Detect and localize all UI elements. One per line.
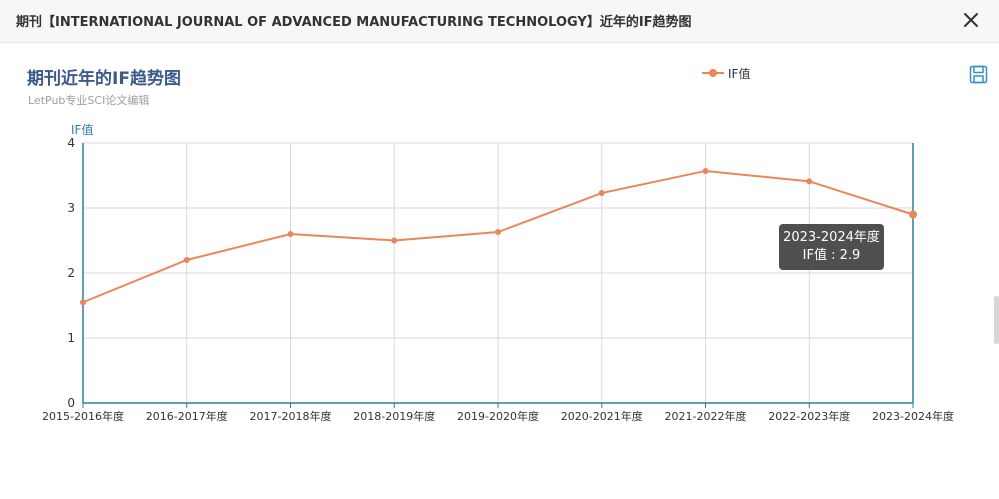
- grid-lines: [82, 142, 914, 404]
- data-point[interactable]: [495, 229, 501, 236]
- data-point[interactable]: [287, 231, 294, 237]
- x-tick-label: 2016-2017年度: [146, 409, 228, 423]
- legend-swatch-icon: [702, 69, 724, 77]
- save-as-image-icon[interactable]: [969, 65, 988, 84]
- y-tick-label: 3: [67, 201, 75, 215]
- dialog-titlebar: 期刊【INTERNATIONAL JOURNAL OF ADVANCED MAN…: [0, 0, 999, 43]
- x-tick-label: 2018-2019年度: [353, 409, 435, 423]
- x-tick-label: 2023-2024年度: [872, 409, 954, 423]
- y-tick-label: 0: [67, 396, 75, 410]
- series-line: [80, 167, 917, 306]
- data-point[interactable]: [806, 178, 813, 185]
- data-point[interactable]: [80, 299, 86, 306]
- y-tick-label: 4: [67, 136, 75, 150]
- data-point[interactable]: [391, 237, 398, 244]
- tooltip-category: 2023-2024年度: [783, 230, 880, 245]
- x-tick-label: 2017-2018年度: [250, 409, 332, 423]
- resize-handle[interactable]: [994, 296, 999, 344]
- x-tick-label: 2020-2021年度: [561, 409, 643, 423]
- dialog-title: 期刊【INTERNATIONAL JOURNAL OF ADVANCED MAN…: [16, 15, 692, 30]
- tooltip-value: IF值 : 2.9: [802, 248, 861, 263]
- y-tick-labels: 0 1 2 3 4: [67, 136, 75, 410]
- axes: [82, 143, 914, 408]
- chart-title: 期刊近年的IF趋势图: [27, 69, 181, 89]
- y-tick-label: 1: [67, 331, 75, 345]
- legend-label: IF值: [728, 66, 751, 81]
- data-point[interactable]: [909, 210, 917, 219]
- data-point[interactable]: [702, 167, 709, 174]
- y-axis-label: IF值: [71, 122, 93, 137]
- x-tick-label: 2019-2020年度: [457, 409, 539, 423]
- tooltip: 2023-2024年度 IF值 : 2.9: [779, 224, 884, 270]
- chart-legend[interactable]: IF值: [702, 64, 750, 82]
- x-tick-labels: 2015-2016年度 2016-2017年度 2017-2018年度 2018-20…: [42, 409, 954, 423]
- data-point[interactable]: [183, 257, 190, 263]
- y-tick-label: 2: [67, 266, 75, 280]
- x-tick-label: 2015-2016年度: [42, 409, 124, 423]
- x-tick-label: 2022-2023年度: [768, 409, 850, 423]
- data-point[interactable]: [598, 190, 605, 197]
- x-tick-label: 2021-2022年度: [665, 409, 747, 423]
- close-icon[interactable]: [959, 8, 983, 32]
- chart-subtitle: LetPub专业SCI论文编辑: [28, 94, 150, 107]
